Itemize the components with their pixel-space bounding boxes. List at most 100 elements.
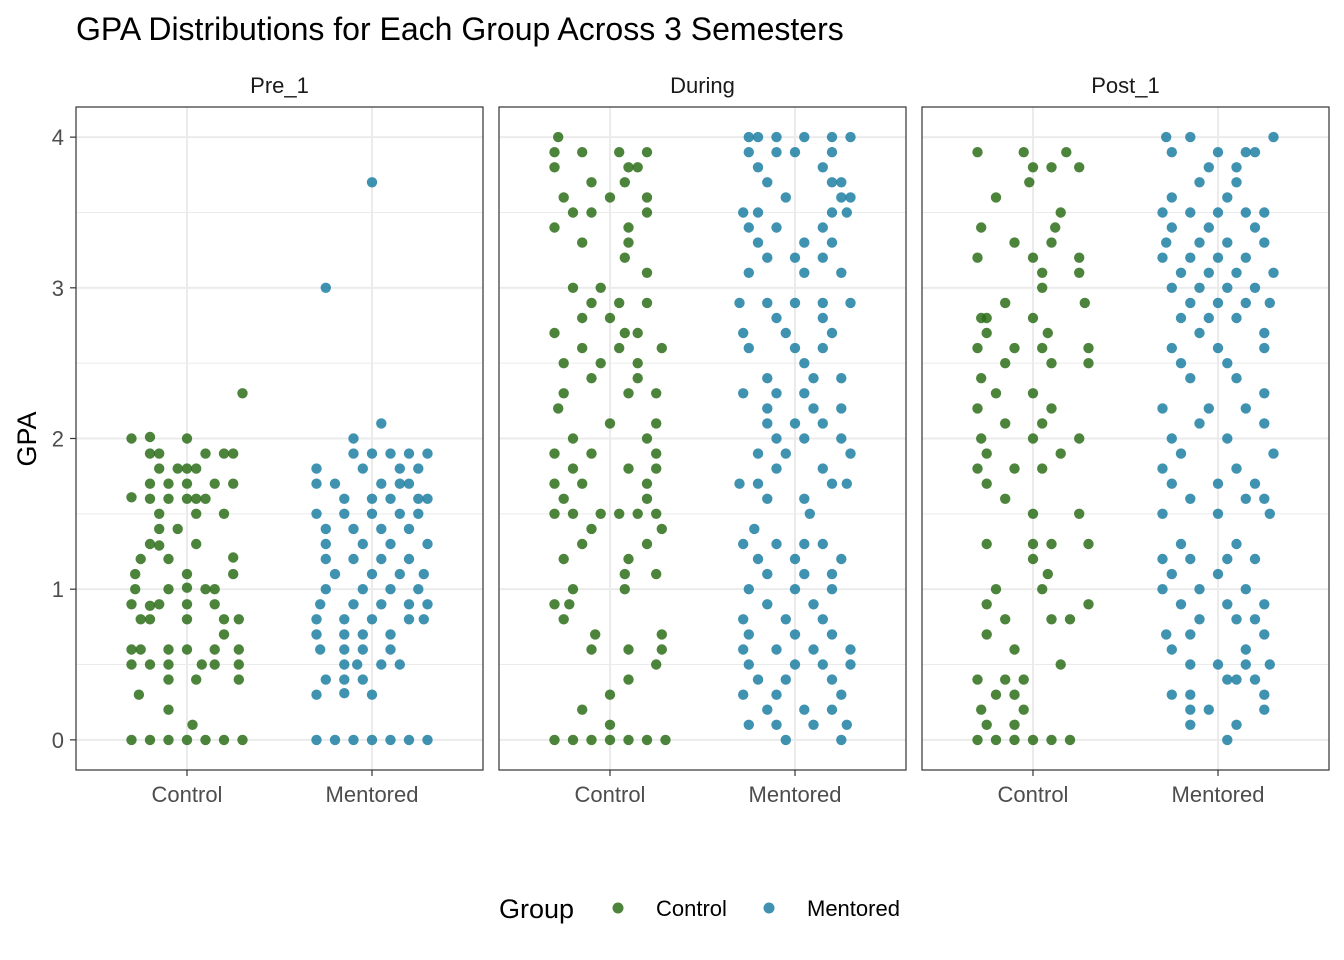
data-point-control — [1046, 162, 1057, 173]
data-point-mentored — [1231, 373, 1242, 384]
data-point-mentored — [413, 493, 424, 504]
data-point-control — [126, 734, 137, 746]
data-point-control — [1042, 568, 1054, 580]
data-point-control — [549, 327, 560, 339]
data-point-control — [126, 433, 137, 444]
data-point-control — [126, 659, 137, 670]
data-point-control — [990, 734, 1002, 746]
data-point-control — [1050, 222, 1061, 233]
data-point-mentored — [1231, 267, 1242, 278]
data-point-mentored — [1240, 659, 1252, 670]
data-point-control — [172, 463, 183, 474]
data-point-control — [233, 644, 244, 655]
data-point-mentored — [762, 177, 773, 188]
data-point-control — [577, 538, 588, 550]
data-point-mentored — [789, 659, 801, 670]
data-point-mentored — [771, 538, 782, 550]
data-point-mentored — [1240, 147, 1252, 158]
data-point-mentored — [817, 162, 828, 173]
data-point-mentored — [357, 538, 368, 550]
data-point-mentored — [339, 508, 350, 519]
x-tick-label: Control — [152, 782, 223, 807]
data-point-control — [233, 614, 244, 625]
data-point-mentored — [311, 478, 322, 489]
data-point-mentored — [339, 659, 350, 670]
data-point-mentored — [376, 599, 387, 610]
data-point-control — [632, 373, 643, 384]
facet-label: During — [670, 73, 735, 98]
data-point-mentored — [1249, 614, 1261, 625]
facet-label: Post_1 — [1091, 73, 1160, 98]
data-point-mentored — [752, 207, 764, 218]
data-point-mentored — [1240, 252, 1252, 263]
data-point-mentored — [1231, 719, 1242, 730]
data-point-control — [1055, 207, 1066, 218]
data-point-control — [619, 177, 630, 188]
data-point-control — [1074, 267, 1085, 278]
data-point-control — [604, 192, 616, 203]
data-point-mentored — [762, 252, 773, 263]
data-point-mentored — [799, 267, 810, 278]
data-point-control — [1027, 508, 1039, 519]
data-point-control — [1018, 704, 1029, 715]
data-point-control — [558, 553, 569, 565]
data-point-mentored — [1185, 252, 1196, 263]
data-point-control — [181, 568, 193, 580]
data-point-mentored — [799, 433, 810, 444]
data-point-mentored — [311, 689, 322, 700]
data-point-mentored — [376, 659, 387, 670]
data-point-control — [1009, 689, 1020, 700]
data-point-mentored — [799, 237, 810, 248]
data-point-control — [1083, 599, 1094, 610]
data-point-control — [614, 297, 625, 309]
data-point-mentored — [1185, 719, 1196, 730]
data-point-mentored — [1185, 493, 1196, 504]
panel-during: During Control Mentored — [498, 73, 907, 807]
data-point-control — [228, 552, 239, 563]
data-point-mentored — [845, 297, 856, 309]
data-point-mentored — [1264, 297, 1276, 309]
y-tick-label: 1 — [52, 577, 64, 602]
data-point-mentored — [1194, 614, 1205, 625]
legend: Group Control Mentored — [499, 894, 900, 924]
data-point-control — [191, 674, 202, 685]
data-point-control — [981, 478, 992, 489]
data-point-control — [590, 629, 601, 640]
data-point-mentored — [789, 553, 801, 565]
chart-title: GPA Distributions for Each Group Across … — [76, 11, 844, 47]
data-point-mentored — [357, 644, 368, 655]
data-point-mentored — [1231, 463, 1242, 474]
data-point-mentored — [738, 614, 749, 625]
data-point-control — [549, 147, 560, 158]
data-point-mentored — [1259, 342, 1270, 354]
data-point-control — [641, 734, 653, 746]
data-point-mentored — [1222, 433, 1233, 444]
data-point-mentored — [762, 418, 773, 429]
data-point-mentored — [1222, 674, 1233, 685]
data-point-mentored — [738, 689, 749, 700]
data-point-control — [577, 147, 588, 158]
data-point-control — [567, 508, 579, 519]
data-point-mentored — [357, 463, 368, 474]
data-point-control — [976, 222, 987, 233]
data-point-control — [181, 614, 193, 625]
data-point-mentored — [789, 584, 801, 595]
data-point-mentored — [1268, 448, 1279, 459]
data-point-mentored — [1212, 508, 1224, 519]
data-point-mentored — [1185, 131, 1196, 143]
data-point-control — [619, 568, 630, 580]
data-point-mentored — [311, 629, 322, 640]
data-point-mentored — [376, 553, 387, 565]
data-point-control — [228, 568, 239, 580]
data-point-mentored — [1212, 147, 1224, 158]
data-point-mentored — [817, 342, 828, 354]
data-point-mentored — [845, 644, 856, 655]
data-point-mentored — [1222, 237, 1233, 248]
data-point-control — [181, 582, 193, 593]
data-point-control — [976, 433, 987, 444]
data-point-control — [163, 659, 174, 670]
data-point-mentored — [1185, 704, 1196, 715]
data-point-control — [1018, 147, 1029, 158]
data-point-mentored — [738, 388, 749, 399]
data-point-control — [619, 584, 630, 595]
